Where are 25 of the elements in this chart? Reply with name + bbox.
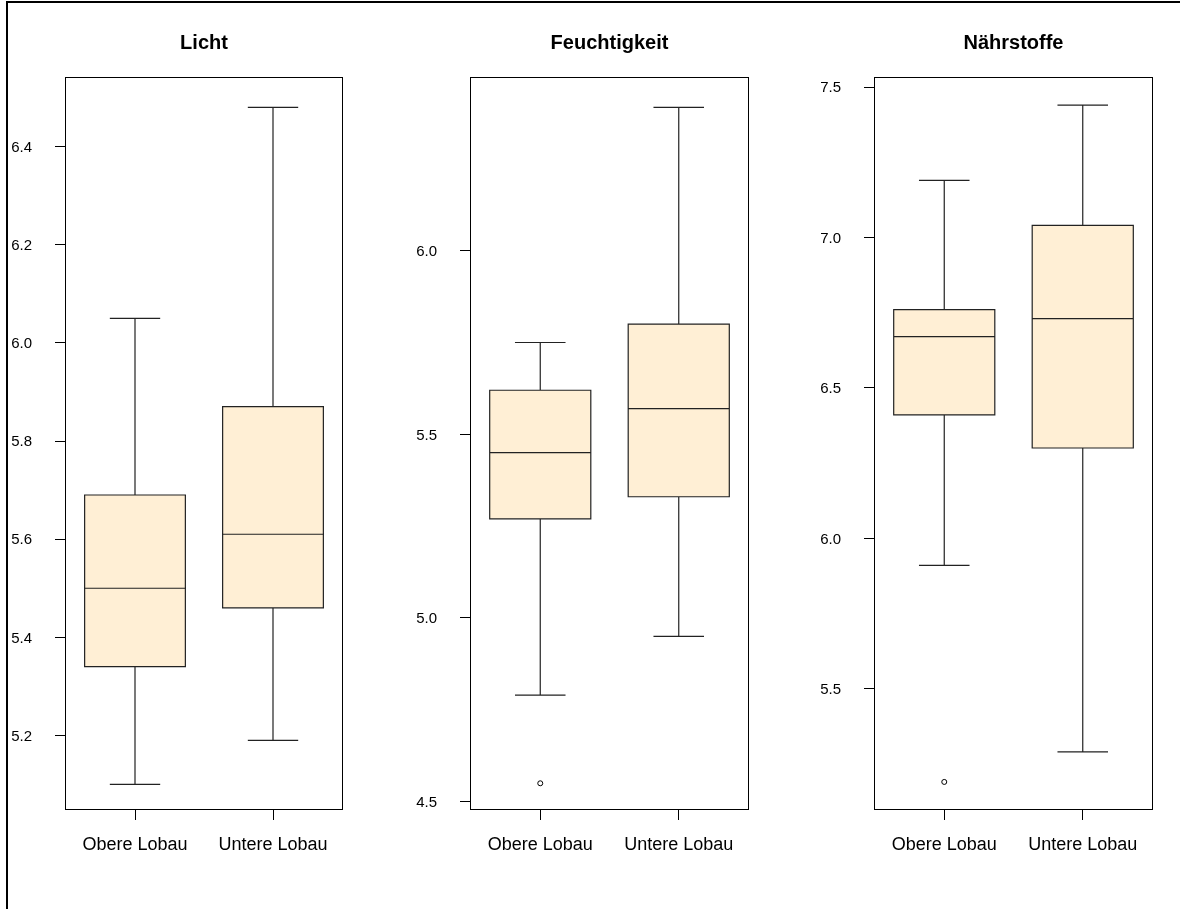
y-tick-label: 5.0 [416,609,437,627]
x-tick-label: Untere Lobau [1028,833,1138,854]
y-tick-label: 6.2 [11,236,32,254]
y-tick-label: 7.5 [820,78,841,96]
x-tick-label: Obere Lobau [487,833,593,854]
y-tick-label: 5.8 [11,432,32,450]
chart-title: Feuchtigkeit [550,31,669,53]
y-tick-label: 5.6 [11,530,32,548]
x-tick-label: Untere Lobau [624,833,734,854]
y-tick-label: 6.4 [11,137,32,155]
y-tick-label: 5.2 [11,726,32,744]
x-tick-label: Untere Lobau [218,833,328,854]
y-tick-label: 7.0 [820,228,841,246]
y-tick-label: 6.5 [820,379,841,397]
chart-title: Licht [180,31,229,53]
y-tick-label: 6.0 [11,334,32,352]
y-tick-label: 4.5 [416,792,437,810]
y-tick-label: 6.0 [820,529,841,547]
y-tick-label: 5.5 [820,679,841,697]
y-tick-label: 6.0 [416,241,437,259]
y-tick-label: 5.5 [416,425,437,443]
x-tick-label: Obere Lobau [82,833,188,854]
chart-title: Nährstoffe [963,31,1064,53]
x-tick-label: Obere Lobau [891,833,997,854]
y-tick-label: 5.4 [11,628,32,646]
